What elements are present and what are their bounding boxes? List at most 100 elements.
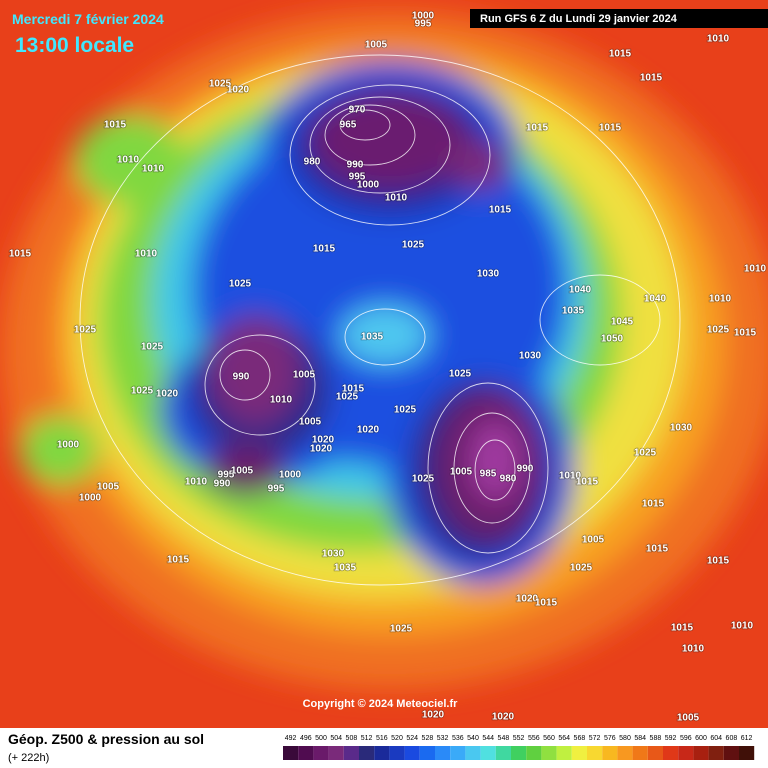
pressure-label: 1015 xyxy=(646,544,669,555)
colorbar-cell xyxy=(389,746,405,760)
pressure-label: 1025 xyxy=(131,386,154,397)
run-box xyxy=(470,9,768,28)
pressure-label: 965 xyxy=(340,120,357,131)
colorbar-cell xyxy=(678,746,694,760)
pressure-label: 1015 xyxy=(609,49,632,60)
colorbar-label: 604 xyxy=(710,735,722,742)
colorbar-label: 592 xyxy=(665,735,677,742)
colorbar-cell xyxy=(541,746,557,760)
colorbar-cell xyxy=(632,746,648,760)
colorbar-label: 600 xyxy=(695,735,707,742)
pressure-label: 1010 xyxy=(709,294,732,305)
pressure-label: 1010 xyxy=(744,264,767,275)
pressure-label: 1020 xyxy=(516,594,539,605)
pressure-label: 1030 xyxy=(322,549,345,560)
colorbar-label: 544 xyxy=(482,735,494,742)
pressure-label: 1010 xyxy=(142,164,165,175)
pressure-label: 1025 xyxy=(412,474,435,485)
colorbar-label: 596 xyxy=(680,735,692,742)
pressure-label: 1015 xyxy=(671,623,694,634)
colorbar-cell xyxy=(556,746,572,760)
pressure-label: 1015 xyxy=(9,249,32,260)
colorbar-label: 532 xyxy=(437,735,449,742)
pressure-label: 1000 xyxy=(357,180,380,191)
pressure-label: 1030 xyxy=(519,351,542,362)
colorbar-cell xyxy=(359,746,375,760)
colorbar-label: 500 xyxy=(315,735,327,742)
pressure-label: 1020 xyxy=(227,85,250,96)
pressure-label: 1030 xyxy=(670,423,693,434)
colorbar-cell xyxy=(435,746,451,760)
pressure-label: 990 xyxy=(347,160,364,171)
colorbar-label: 508 xyxy=(346,735,358,742)
colorbar-label: 492 xyxy=(285,735,297,742)
colorbar-label: 584 xyxy=(634,735,646,742)
colorbar-cell xyxy=(723,746,739,760)
pressure-label: 995 xyxy=(268,484,285,495)
pressure-label: 1020 xyxy=(422,710,445,721)
colorbar-label: 612 xyxy=(741,735,753,742)
pressure-label: 1015 xyxy=(734,328,757,339)
pressure-label: 1015 xyxy=(526,123,549,134)
pressure-label: 1010 xyxy=(117,155,140,166)
colorbar-cell xyxy=(708,746,724,760)
pressure-label: 1015 xyxy=(104,120,127,131)
colorbar-label: 608 xyxy=(726,735,738,742)
pressure-label: 1025 xyxy=(336,392,359,403)
pressure-label: 1050 xyxy=(601,334,624,345)
pressure-label: 1005 xyxy=(293,370,316,381)
pressure-label: 1025 xyxy=(449,369,472,380)
copyright: Copyright © 2024 Meteociel.fr xyxy=(303,698,459,710)
colorbar-cell xyxy=(343,746,359,760)
colorbar-cell xyxy=(450,746,466,760)
pressure-label: 1000 xyxy=(279,470,302,481)
colorbar-cell xyxy=(283,746,299,760)
pressure-label: 1040 xyxy=(644,294,667,305)
pressure-label: 1015 xyxy=(342,384,365,395)
pressure-label: 1025 xyxy=(209,79,232,90)
colorbar-label: 520 xyxy=(391,735,403,742)
colorbar-label: 504 xyxy=(330,735,342,742)
pressure-label: 1035 xyxy=(361,332,384,343)
colorbar-label: 528 xyxy=(422,735,434,742)
pressure-label: 990 xyxy=(517,464,534,475)
pressure-label: 1025 xyxy=(229,279,252,290)
pressure-label: 1000 xyxy=(79,493,102,504)
date: Mercredi 7 février 2024 xyxy=(12,11,164,27)
colorbar-label: 496 xyxy=(300,735,312,742)
pressure-label: 1005 xyxy=(231,466,254,477)
pressure-label: 1025 xyxy=(570,563,593,574)
map-field: Copyright © 2024 Meteociel.fr xyxy=(0,0,768,728)
colorbar-cell xyxy=(465,746,481,760)
colorbar-cell xyxy=(617,746,633,760)
colorbar-label: 516 xyxy=(376,735,388,742)
pressure-label: 1015 xyxy=(707,556,730,567)
pressure-label: 1015 xyxy=(313,244,336,255)
pressure-label: 1005 xyxy=(582,535,605,546)
colorbar-label: 580 xyxy=(619,735,631,742)
pressure-label: 1010 xyxy=(270,395,293,406)
pressure-label: 1010 xyxy=(385,193,408,204)
pressure-label: 1010 xyxy=(731,621,754,632)
pressure-label: 1015 xyxy=(640,73,663,84)
pressure-label: 980 xyxy=(500,474,517,485)
colorbar-cell xyxy=(511,746,527,760)
pressure-label: 970 xyxy=(349,105,366,116)
colorbar-label: 536 xyxy=(452,735,464,742)
colorbar-label: 540 xyxy=(467,735,479,742)
pressure-label: 1010 xyxy=(682,644,705,655)
colorbar-cell xyxy=(526,746,542,760)
pressure-label: 1005 xyxy=(450,467,473,478)
pressure-label: 1010 xyxy=(185,477,208,488)
pressure-label: 1025 xyxy=(402,240,425,251)
pressure-label: 1020 xyxy=(312,435,335,446)
colorbar-cell xyxy=(571,746,587,760)
isobars xyxy=(79,54,681,586)
pressure-label: 1030 xyxy=(477,269,500,280)
colorbar-label: 576 xyxy=(604,735,616,742)
colorbar-label: 572 xyxy=(589,735,601,742)
pressure-label: 995 xyxy=(349,172,366,183)
pressure-label: 1035 xyxy=(334,563,357,574)
pressure-label: 990 xyxy=(233,372,250,383)
